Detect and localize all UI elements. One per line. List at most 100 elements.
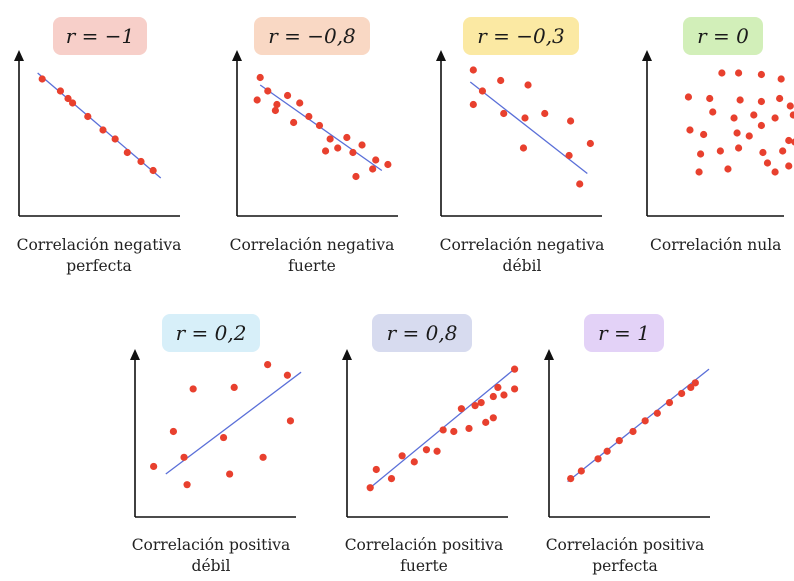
data-point xyxy=(69,99,77,107)
data-point xyxy=(771,114,779,122)
data-point xyxy=(700,130,708,139)
y-axis-arrow-icon xyxy=(14,50,24,61)
data-point xyxy=(757,121,765,130)
data-point xyxy=(716,147,724,155)
data-point xyxy=(149,166,157,175)
data-point xyxy=(733,129,741,137)
data-point xyxy=(785,136,793,145)
data-point xyxy=(489,392,497,401)
data-point xyxy=(736,96,744,104)
scatter-plot-positive-weak xyxy=(130,349,302,518)
data-point xyxy=(259,453,267,461)
scatter-plot-null xyxy=(642,50,794,217)
badge-r-1: r = 1 xyxy=(584,314,664,352)
data-point xyxy=(410,458,418,466)
data-point xyxy=(305,112,313,121)
y-axis-arrow-icon xyxy=(342,349,352,360)
data-point xyxy=(358,141,366,149)
scatter-plot-positive-strong xyxy=(342,349,519,518)
data-point xyxy=(465,424,473,433)
data-point xyxy=(615,437,623,445)
badge-r-minus-0-3: r = −0,3 xyxy=(463,17,579,55)
data-point xyxy=(565,151,573,160)
data-point xyxy=(273,100,281,109)
caption-line1: Correlación positiva xyxy=(131,536,291,554)
y-axis-arrow-icon xyxy=(544,349,554,360)
data-point xyxy=(791,138,794,146)
data-point xyxy=(576,180,584,188)
data-point xyxy=(724,165,732,173)
y-axis-arrow-icon xyxy=(436,50,446,61)
data-point xyxy=(478,87,487,95)
y-axis-arrow-icon xyxy=(130,349,140,360)
data-point xyxy=(776,94,784,103)
data-point xyxy=(757,97,765,106)
data-point xyxy=(469,100,477,109)
data-point xyxy=(283,371,291,379)
caption-line2: fuerte xyxy=(288,257,336,275)
data-point xyxy=(315,121,324,130)
data-point xyxy=(457,405,465,413)
data-point xyxy=(730,114,738,122)
data-point xyxy=(369,165,377,173)
data-point xyxy=(387,475,396,483)
caption-line1: Correlación positiva xyxy=(545,536,705,554)
data-point xyxy=(567,117,575,125)
data-point xyxy=(422,446,431,454)
data-point xyxy=(111,135,119,143)
data-point xyxy=(500,391,508,399)
data-point xyxy=(372,465,380,474)
caption-line2: débil xyxy=(502,257,542,275)
data-point xyxy=(665,399,674,407)
data-point xyxy=(691,379,699,387)
data-point xyxy=(334,144,342,152)
caption-negative-weak: Correlación negativa débil xyxy=(427,235,617,277)
data-point xyxy=(439,426,447,434)
data-point xyxy=(541,109,549,118)
data-point xyxy=(706,94,714,103)
data-point xyxy=(290,118,298,127)
caption-line1: Correlación nula xyxy=(650,236,782,254)
data-point xyxy=(759,148,767,157)
data-point xyxy=(180,453,188,461)
data-point xyxy=(230,383,238,391)
data-point xyxy=(686,126,694,134)
data-point xyxy=(629,427,637,436)
data-point xyxy=(450,427,458,436)
data-point xyxy=(678,389,686,398)
data-point xyxy=(524,81,532,89)
data-point xyxy=(366,484,374,492)
data-point xyxy=(500,109,508,118)
scatter-plot-negative-strong xyxy=(232,50,398,217)
caption-line1: Correlación negativa xyxy=(229,236,395,254)
data-point xyxy=(786,102,794,110)
caption-line1: Correlación negativa xyxy=(439,236,605,254)
data-point xyxy=(750,111,758,119)
data-point xyxy=(521,114,529,122)
data-point xyxy=(433,447,441,455)
data-point xyxy=(511,385,519,393)
badge-r-0-2: r = 0,2 xyxy=(162,314,260,352)
data-point xyxy=(256,73,264,82)
caption-line2: débil xyxy=(191,557,231,575)
data-point xyxy=(56,87,65,95)
badge-r-minus-1: r = −1 xyxy=(53,17,147,55)
data-point xyxy=(226,470,234,478)
data-point xyxy=(489,414,497,422)
data-point xyxy=(603,447,611,455)
data-point xyxy=(219,433,228,442)
data-point xyxy=(695,168,703,176)
data-point xyxy=(286,417,295,425)
data-point xyxy=(183,481,191,489)
caption-negative-strong: Correlación negativa fuerte xyxy=(217,235,407,277)
data-point xyxy=(271,106,279,115)
data-point xyxy=(777,75,785,83)
data-point xyxy=(38,75,46,83)
data-point xyxy=(687,383,695,391)
data-point xyxy=(137,157,145,166)
data-point xyxy=(763,159,772,167)
data-point xyxy=(398,452,406,460)
data-point xyxy=(264,87,272,95)
data-point xyxy=(745,132,753,140)
data-point xyxy=(482,418,490,426)
